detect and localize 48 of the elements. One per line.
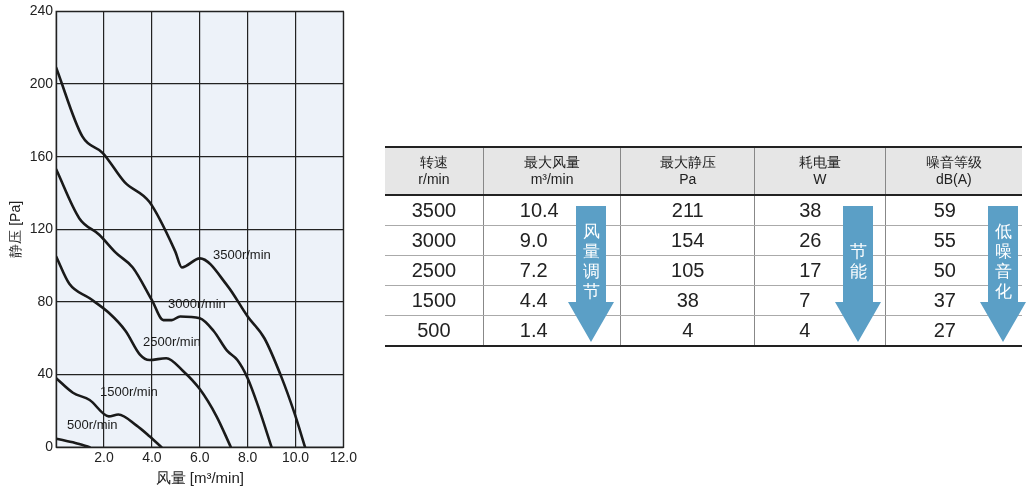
x-tick-label: 10.0 — [281, 449, 310, 466]
x-axis-title: 风量 [m³/min] — [155, 469, 244, 487]
x-tick-label: 6.0 — [190, 449, 210, 466]
y-tick-label: 240 — [29, 2, 54, 19]
y-tick-label: 160 — [29, 147, 54, 164]
text: 4 — [798, 319, 811, 341]
text: 4 — [682, 319, 694, 341]
text: 耗电量 W — [754, 147, 886, 195]
text: 38 — [798, 199, 822, 221]
text: 26 — [798, 229, 822, 251]
x-tick-label: 4.0 — [142, 449, 162, 466]
text: 7.2 — [518, 259, 548, 281]
y-tick-label: 0 — [45, 438, 54, 455]
text: 节能 — [848, 242, 868, 282]
text: 最大静压 Pa — [620, 147, 755, 195]
text: 4.4 — [518, 289, 548, 311]
text: 59 — [932, 199, 956, 221]
text: 105 — [671, 259, 705, 281]
y-tick-label: 40 — [37, 365, 54, 382]
text: 154 — [671, 229, 705, 251]
text: 27 — [932, 319, 956, 341]
x-tick-label: 8.0 — [237, 449, 258, 466]
y-tick-label: 80 — [37, 292, 54, 309]
text: 10.4 — [518, 199, 559, 221]
text: 55 — [932, 229, 956, 251]
text: 转速 r/min — [385, 147, 484, 195]
x-tick-label: 2.0 — [94, 449, 114, 466]
text: 低噪音化 — [993, 222, 1013, 302]
text: 500 — [417, 319, 451, 341]
text: 最大风量 m³/min — [483, 147, 621, 195]
text: 38 — [676, 289, 699, 311]
text: 1500 — [411, 289, 457, 311]
text: 2500 — [411, 259, 457, 281]
text: 9.0 — [518, 229, 548, 251]
y-axis-title: 静压 [Pa] — [7, 200, 24, 258]
text: 3500 — [411, 199, 457, 221]
text: 37 — [932, 289, 956, 311]
y-tick-label: 200 — [29, 74, 54, 91]
text: 7 — [798, 289, 811, 311]
text: 风量调节 — [581, 222, 601, 302]
text: 211 — [671, 199, 704, 221]
y-tick-label: 120 — [29, 220, 54, 237]
text: 3000 — [411, 229, 457, 251]
text: 17 — [798, 259, 822, 281]
text: 噪音等级 dB(A) — [885, 147, 1022, 195]
text: 1.4 — [518, 319, 548, 341]
text: 50 — [932, 259, 956, 281]
x-tick-label: 12.0 — [329, 449, 358, 466]
